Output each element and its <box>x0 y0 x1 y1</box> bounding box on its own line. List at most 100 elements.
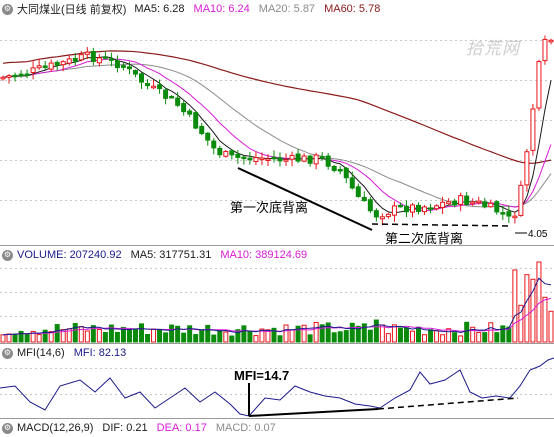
candle-body <box>126 66 132 70</box>
watermark: 拾荒网 <box>466 39 520 58</box>
candle-body <box>235 153 241 158</box>
candle-body <box>96 57 102 64</box>
settings-icon[interactable]: ⚙ <box>2 249 13 261</box>
volume-bar <box>464 321 470 343</box>
candle-body <box>331 165 337 171</box>
candle-body <box>470 201 476 205</box>
candle-body <box>30 67 36 74</box>
candle-body <box>446 201 452 205</box>
candle-body <box>307 155 313 164</box>
volume-bar <box>379 324 385 343</box>
candle-body <box>187 110 193 115</box>
settings-icon[interactable]: ⚙ <box>2 347 13 359</box>
candle-body <box>488 202 494 208</box>
volume-bar <box>385 333 391 343</box>
second-divergence-line <box>371 223 513 227</box>
candle-body <box>12 74 18 78</box>
volume-bar <box>36 334 42 343</box>
volume-bar <box>181 332 187 343</box>
candle-body <box>181 103 187 113</box>
volume-bar <box>187 325 193 343</box>
candle-body <box>379 216 385 220</box>
candle-body <box>319 156 325 159</box>
volume-bar <box>313 321 319 343</box>
candle-body <box>548 39 554 43</box>
ma20-legend: MA20: 5.87 <box>258 3 316 15</box>
volume-bar <box>205 324 211 343</box>
candle-body <box>506 211 512 217</box>
volume-bar <box>253 335 259 343</box>
mfi-divergence-line <box>248 408 379 417</box>
candle-body <box>422 206 428 213</box>
volume-ma5-line <box>2 277 552 336</box>
volume-bar <box>367 329 373 343</box>
volume-bar <box>319 324 325 343</box>
candle-body <box>349 177 355 189</box>
candle-body <box>132 70 138 75</box>
mfi-divergence-dashed <box>377 397 519 410</box>
candle-body <box>301 155 307 162</box>
candle-body <box>120 65 126 68</box>
volume-bar <box>229 335 235 343</box>
volume-bar <box>403 327 409 343</box>
volume-bar <box>518 304 524 343</box>
settings-icon[interactable]: ⚙ <box>2 422 13 434</box>
volume-bar <box>361 323 367 343</box>
candle-body <box>90 50 96 62</box>
volume-bar <box>126 329 132 343</box>
candle-body <box>536 61 542 109</box>
candle-body <box>193 112 199 129</box>
candle-body <box>48 62 54 70</box>
mfi-line-group <box>0 357 554 417</box>
volume-bar <box>102 331 108 343</box>
candle-body <box>223 151 229 157</box>
volume-bar <box>247 331 253 343</box>
candle-body <box>458 195 464 205</box>
moving-average-lines <box>2 50 552 214</box>
volume-bar <box>355 325 361 343</box>
candle-body <box>289 154 295 160</box>
candle-body <box>72 58 78 62</box>
volume-bar <box>488 322 494 343</box>
ma60-line <box>2 50 552 164</box>
volume-bar <box>416 326 422 343</box>
candle-body <box>434 205 440 210</box>
volume-ma-lines <box>2 277 552 336</box>
volume-bar <box>470 326 476 343</box>
candle-body <box>440 201 446 208</box>
mfi-params-legend: MFI(14,6) <box>17 347 65 359</box>
volume-bar <box>42 329 48 343</box>
ma10-line <box>2 58 552 212</box>
first-divergence-line <box>237 167 373 231</box>
settings-icon[interactable]: ⚙ <box>2 3 13 15</box>
volume-bar <box>391 324 397 343</box>
volume-bar <box>446 328 452 343</box>
volume-bar <box>452 332 458 343</box>
volume-bar <box>157 329 163 343</box>
candle-body <box>518 184 524 216</box>
candle-body <box>169 95 175 99</box>
candle-body <box>325 155 331 167</box>
volume-bar <box>84 330 90 343</box>
candle-body <box>42 65 48 68</box>
candle-body <box>18 73 24 77</box>
chart-title: 大同煤业(日线 前复权) <box>17 4 127 16</box>
candle-body <box>36 65 42 69</box>
volume-panel-header: ⚙ VOLUME: 207240.92 MA5: 317751.31 MA10:… <box>0 246 554 264</box>
volume-bar <box>235 329 241 343</box>
volume-bar <box>301 324 307 343</box>
volume-bar <box>307 334 313 343</box>
volume-bar <box>139 323 145 343</box>
candle-body <box>361 196 367 202</box>
volume-bar <box>48 331 54 343</box>
volume-bar <box>440 334 446 343</box>
volume-bar <box>476 332 482 343</box>
volume-bar <box>283 324 289 343</box>
candle-body <box>60 61 66 66</box>
candle-body <box>416 204 422 212</box>
candle-body <box>253 157 259 162</box>
volume-bar <box>193 334 199 343</box>
grid-lines <box>0 40 554 395</box>
volume-bar <box>434 330 440 343</box>
